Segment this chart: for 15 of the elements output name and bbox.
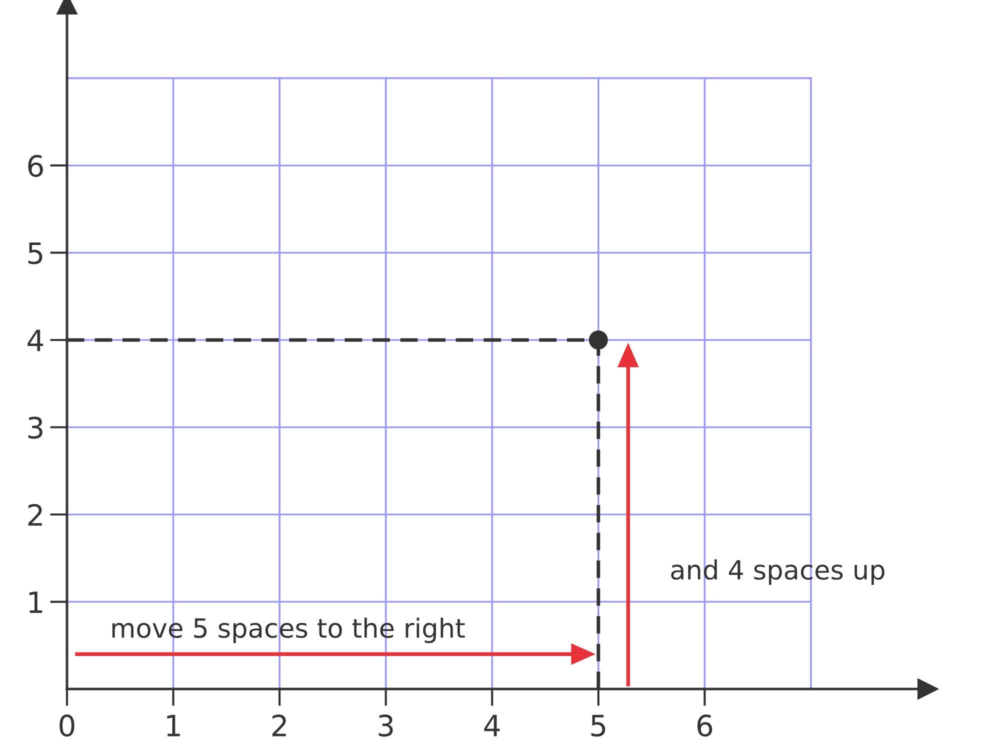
x-tick-label: 4: [484, 714, 500, 736]
x-tick-label: 6: [697, 714, 712, 737]
x-tick-label: 0: [60, 714, 74, 737]
annotation: move 5 spaces to the right: [112, 618, 465, 644]
x-tick-label: 1: [167, 714, 180, 736]
y-tick-label: 4: [28, 330, 44, 352]
y-tick-label: 3: [28, 416, 42, 439]
y-tick-label: 2: [28, 504, 42, 526]
y-tick-label: 6: [28, 154, 43, 177]
y-tick-label: 5: [28, 242, 42, 264]
x-tick-label: 2: [272, 714, 286, 736]
annotation: and 4 spaces up: [671, 559, 884, 585]
x-tick-label: 3: [378, 714, 393, 737]
x-tick-label: 5: [591, 714, 606, 737]
y-tick-label: 1: [29, 592, 42, 613]
